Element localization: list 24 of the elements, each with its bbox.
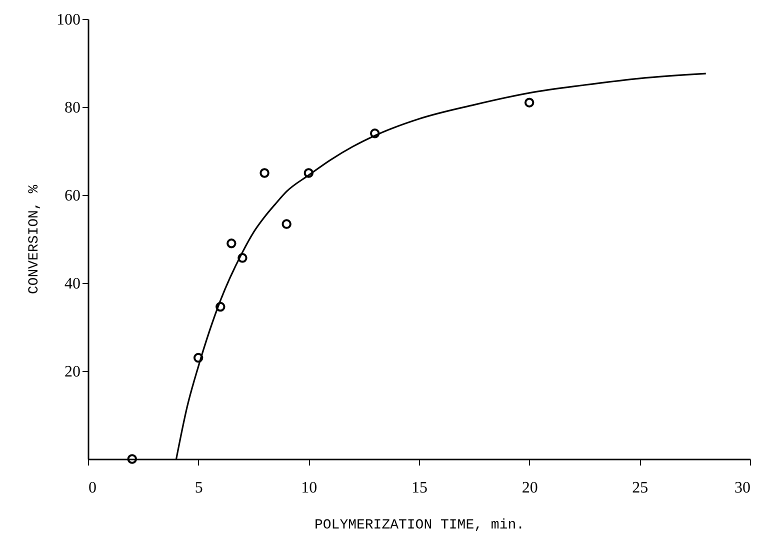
point (524, 98, 534, 108)
y-axis-title: CONVERSION, % (26, 184, 42, 294)
point (370, 128, 380, 138)
point (260, 168, 270, 178)
x-tick-label: 5 (194, 480, 203, 496)
y-tick-label: 40 (64, 276, 80, 292)
x-tick-label: 10 (301, 480, 318, 496)
y-tick-label: 80 (64, 100, 80, 116)
point (216, 302, 226, 312)
y-tick-label: 20 (64, 364, 80, 380)
x-tick-label: 20 (522, 480, 538, 496)
point (127, 454, 138, 464)
x-tick-label: 0 (88, 480, 96, 496)
point (226, 238, 236, 248)
y-tick-label: 60 (64, 188, 80, 204)
y-tick-label: 100 (56, 12, 80, 28)
x-tick-label: 30 (734, 480, 750, 496)
x-tick-label: 15 (412, 480, 428, 496)
point (238, 253, 248, 263)
point (282, 219, 292, 229)
x-tick-label: 25 (632, 480, 648, 496)
x-axis-title: POLYMERIZATION TIME, min. (314, 518, 525, 534)
point (304, 168, 314, 178)
point (193, 352, 204, 363)
